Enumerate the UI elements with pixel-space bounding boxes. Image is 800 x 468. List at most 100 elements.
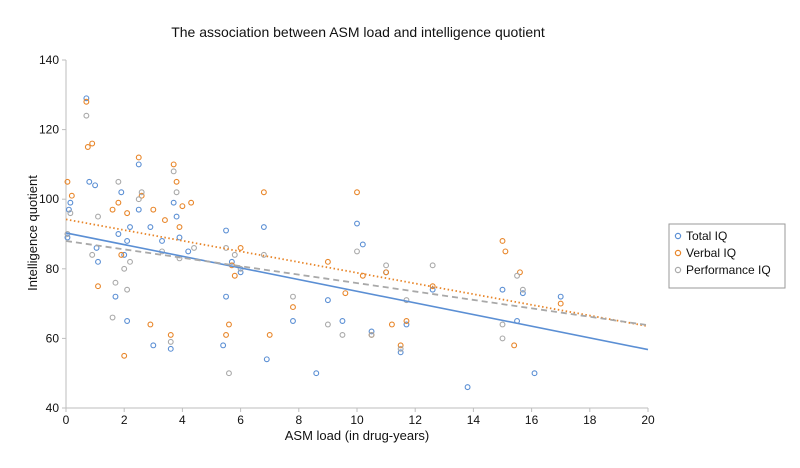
data-point — [176, 224, 183, 230]
data-point — [150, 206, 157, 213]
data-point — [228, 258, 235, 265]
data-point — [388, 321, 395, 328]
data-point — [188, 199, 195, 206]
data-point — [511, 342, 518, 349]
data-point — [176, 234, 183, 241]
data-point — [499, 321, 506, 328]
x-tick-label: 14 — [467, 413, 481, 427]
data-point — [237, 244, 244, 251]
data-point — [226, 321, 232, 328]
legend: Total IQ Verbal IQ Performance IQ — [668, 223, 786, 289]
data-point — [167, 345, 174, 352]
data-point — [185, 248, 192, 255]
data-point — [339, 331, 346, 338]
legend-label: Verbal IQ — [686, 246, 736, 260]
data-point — [67, 199, 74, 206]
data-point — [170, 168, 177, 175]
chart-title: The association between ASM load and int… — [171, 24, 545, 40]
data-point — [499, 286, 506, 293]
y-tick-label: 120 — [39, 123, 59, 137]
data-point — [95, 258, 101, 265]
data-point — [557, 300, 564, 307]
x-tick-label: 20 — [641, 413, 655, 427]
x-tick-label: 16 — [525, 413, 539, 427]
data-point — [124, 286, 131, 293]
data-point — [135, 196, 142, 203]
data-point — [499, 335, 506, 342]
legend-marker — [674, 232, 682, 240]
data-point — [260, 224, 267, 230]
data-point — [109, 314, 116, 321]
data-point — [403, 318, 410, 324]
legend-marker — [674, 249, 682, 257]
trendline-verbal-iq — [65, 218, 649, 328]
x-tick-label: 6 — [237, 413, 244, 427]
y-tick-label: 40 — [46, 401, 60, 415]
data-point — [127, 258, 133, 265]
data-point — [135, 206, 142, 213]
data-point — [557, 293, 564, 300]
data-point — [92, 182, 99, 189]
data-point — [514, 272, 520, 279]
data-point — [86, 178, 93, 185]
data-point — [135, 161, 142, 168]
data-point — [83, 112, 90, 119]
data-point — [64, 234, 71, 241]
data-point — [359, 241, 366, 248]
plot-area: 0 2 4 6 8 10 12 14 16 18 20 40 60 80 100 120 140 — [39, 53, 655, 427]
data-point — [266, 331, 273, 338]
data-point — [170, 199, 177, 206]
data-point — [220, 342, 227, 349]
data-point — [263, 356, 270, 363]
data-point — [118, 189, 125, 196]
series-performance-iq — [64, 112, 526, 377]
data-point — [324, 321, 331, 328]
data-point — [167, 338, 174, 345]
y-tick-label: 60 — [46, 331, 60, 345]
data-point — [173, 178, 180, 185]
data-point — [167, 331, 174, 338]
data-point — [499, 238, 506, 244]
data-point — [124, 210, 131, 217]
data-point — [191, 244, 197, 251]
data-point — [138, 192, 145, 199]
data-point — [531, 370, 538, 377]
data-point — [173, 213, 180, 220]
data-point — [429, 283, 436, 290]
data-point — [121, 352, 128, 359]
x-tick-label: 18 — [583, 413, 597, 427]
trendline-total-iq — [65, 232, 649, 351]
data-point — [89, 251, 96, 258]
legend-label: Total IQ — [686, 229, 727, 243]
legend-box — [668, 223, 786, 289]
data-point — [517, 269, 523, 276]
data-point — [127, 224, 133, 230]
data-point — [354, 189, 360, 196]
data-point — [359, 272, 366, 279]
data-point — [383, 269, 390, 276]
legend-marker — [674, 266, 682, 274]
data-point — [260, 189, 267, 196]
data-point — [112, 293, 119, 300]
data-point — [124, 318, 131, 324]
data-point — [368, 328, 375, 335]
data-point — [223, 293, 230, 300]
data-point — [313, 370, 320, 377]
data-point — [354, 248, 360, 255]
data-point — [324, 258, 331, 265]
data-point — [83, 98, 90, 105]
x-tick-label: 2 — [121, 413, 128, 427]
data-point — [147, 321, 154, 328]
data-point — [223, 227, 230, 234]
data-point — [173, 189, 180, 196]
data-point — [95, 213, 101, 220]
data-point — [170, 161, 177, 168]
x-tick-label: 12 — [409, 413, 423, 427]
data-point — [342, 290, 349, 297]
data-point — [290, 293, 296, 300]
data-point — [383, 262, 390, 269]
data-point — [397, 342, 404, 349]
data-point — [339, 318, 346, 324]
data-point — [290, 318, 296, 324]
